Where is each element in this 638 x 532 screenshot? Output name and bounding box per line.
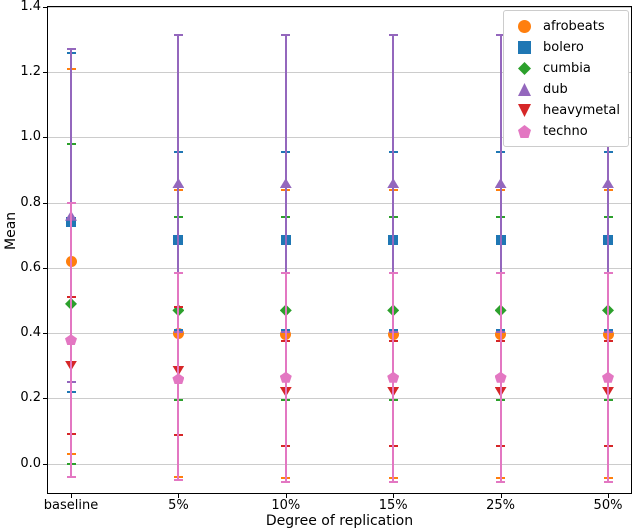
- legend-item-afrobeats: afrobeats: [510, 16, 622, 37]
- marker-techno-15%: [387, 371, 400, 383]
- y-tick-mark: [43, 72, 47, 74]
- x-tick-label-25%: 25%: [486, 498, 516, 513]
- error-bar-cap-low-techno-baseline: [66, 475, 76, 478]
- x-tick-label-10%: 10%: [271, 498, 301, 513]
- legend-marker-dub: [518, 83, 531, 96]
- y-tick-label: 1.4: [20, 0, 41, 14]
- error-bar-cap-low-techno-15%: [388, 480, 398, 483]
- x-tick-label-5%: 5%: [168, 498, 189, 513]
- y-tick-label: 0.0: [20, 455, 41, 471]
- legend-label-afrobeats: afrobeats: [543, 19, 605, 34]
- error-bar-cap-high-techno-baseline: [66, 201, 76, 204]
- x-tick-mark: [71, 494, 72, 498]
- error-bar-cap-high-techno-15%: [388, 271, 398, 274]
- marker-techno-50%: [602, 371, 614, 383]
- gridline-y-1.0: [48, 137, 631, 139]
- legend-label-heavymetal: heavymetal: [543, 103, 620, 118]
- legend-item-techno: techno: [510, 121, 622, 142]
- x-tick-mark: [500, 494, 502, 498]
- marker-dub-25%: [494, 178, 507, 189]
- y-tick-mark: [43, 267, 47, 269]
- marker-techno-25%: [494, 371, 507, 383]
- x-axis-label: Degree of replication: [265, 513, 414, 529]
- y-tick-label: 0.6: [20, 259, 41, 275]
- error-bar-cap-high-dub-10%: [281, 33, 291, 36]
- legend-marker-cumbia: [518, 62, 531, 75]
- legend-label-bolero: bolero: [543, 40, 584, 55]
- error-bar-cap-low-techno-10%: [281, 480, 291, 483]
- legend-label-techno: techno: [543, 124, 588, 139]
- error-bar-cap-high-dub-baseline: [66, 48, 76, 51]
- gridline-y-0.0: [48, 463, 631, 465]
- error-bar-cap-high-techno-10%: [281, 271, 291, 274]
- error-bar-cap-low-techno-25%: [496, 480, 506, 483]
- legend-item-bolero: bolero: [510, 37, 622, 58]
- error-bar-cap-high-techno-5%: [173, 271, 183, 274]
- y-axis-label: Mean: [3, 211, 19, 250]
- marker-dub-10%: [279, 178, 292, 189]
- error-bar-cap-high-dub-15%: [388, 33, 398, 36]
- error-bar-cap-high-dub-5%: [173, 33, 183, 36]
- error-bar-cap-high-techno-50%: [603, 271, 613, 274]
- x-tick-mark: [393, 494, 395, 498]
- y-tick-mark: [43, 333, 47, 335]
- gridline-y-1.4: [48, 7, 631, 8]
- y-tick-label: 1.2: [20, 64, 41, 80]
- y-tick-label: 0.2: [20, 390, 41, 406]
- marker-techno-5%: [172, 373, 185, 385]
- legend-marker-afrobeats: [518, 20, 531, 33]
- legend-item-cumbia: cumbia: [510, 58, 622, 79]
- legend-item-heavymetal: heavymetal: [510, 100, 622, 121]
- legend-marker-heavymetal: [518, 104, 531, 117]
- error-bar-cap-low-techno-50%: [603, 480, 613, 483]
- legend-marker-bolero: [518, 41, 531, 54]
- legend-marker-techno: [518, 125, 531, 138]
- y-tick-label: 1.0: [20, 129, 41, 145]
- legend: afrobeats bolero cumbia dub heavymetal techno: [503, 10, 629, 147]
- marker-dub-15%: [387, 178, 400, 189]
- gridline-y-0.6: [48, 267, 631, 269]
- legend-label-dub: dub: [543, 82, 568, 97]
- marker-techno-baseline: [65, 334, 77, 346]
- gridline-y-0.4: [48, 333, 631, 335]
- marker-dub-5%: [172, 178, 185, 189]
- gridline-y-1.2: [48, 72, 631, 74]
- y-tick-label: 0.8: [20, 194, 41, 210]
- y-tick-mark: [43, 398, 47, 400]
- error-bar-cap-high-techno-25%: [496, 271, 506, 274]
- x-tick-mark: [608, 494, 609, 498]
- y-tick-mark: [43, 202, 47, 204]
- marker-techno-10%: [279, 371, 292, 383]
- legend-label-cumbia: cumbia: [543, 61, 591, 76]
- error-bar-cap-low-techno-5%: [173, 478, 183, 481]
- x-tick-label-15%: 15%: [378, 498, 408, 513]
- error-bar-cap-high-dub-25%: [496, 33, 506, 36]
- gridline-y-0.8: [48, 202, 631, 204]
- y-tick-mark: [43, 7, 47, 8]
- y-tick-mark: [43, 463, 47, 465]
- gridline-y-0.2: [48, 398, 631, 400]
- y-tick-label: 0.4: [20, 325, 41, 341]
- x-tick-mark: [178, 494, 180, 498]
- y-tick-mark: [43, 137, 47, 139]
- x-tick-label-baseline: baseline: [43, 498, 99, 513]
- x-tick-label-50%: 50%: [593, 498, 623, 513]
- legend-item-dub: dub: [510, 79, 622, 100]
- x-tick-mark: [285, 494, 287, 498]
- marker-dub-50%: [602, 178, 614, 189]
